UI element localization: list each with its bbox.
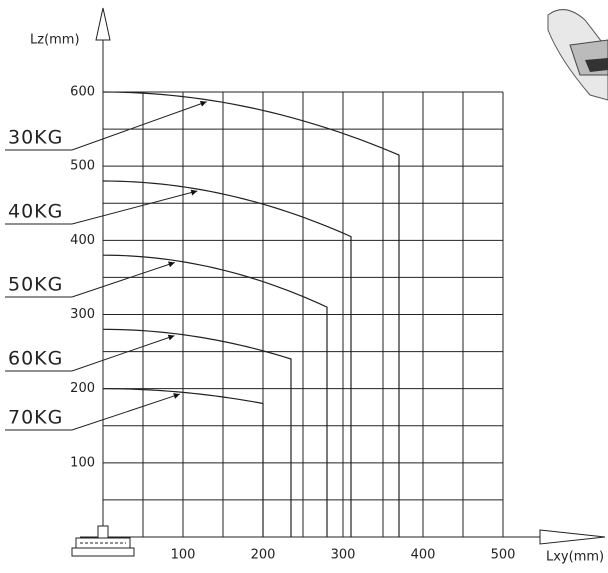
leader-arrow <box>71 100 207 151</box>
x-axis-label: Lxy(mm) <box>546 550 604 565</box>
x-axis-arrow <box>539 529 606 545</box>
x-tick-label: 400 <box>411 548 436 563</box>
leader-arrow <box>71 393 180 431</box>
y-tick-label: 500 <box>70 159 95 174</box>
x-tick-label: 500 <box>491 548 516 563</box>
load-curve <box>102 91 400 537</box>
curve-label: 60KG <box>8 348 63 370</box>
load-curve <box>102 328 292 537</box>
load-curve <box>102 254 328 537</box>
load-curve <box>102 180 352 537</box>
load-curve <box>102 388 264 537</box>
base-icon <box>71 525 135 557</box>
y-tick-label: 400 <box>70 233 95 248</box>
x-tick-label: 300 <box>331 548 356 563</box>
curve-label: 30KG <box>8 127 63 149</box>
curve-label: 70KG <box>8 407 63 429</box>
y-tick-label: 100 <box>70 455 95 470</box>
y-axis-arrow <box>95 7 111 41</box>
y-tick-label: 200 <box>70 381 95 396</box>
y-tick-label: 600 <box>70 85 95 100</box>
curve-label: 50KG <box>8 274 63 296</box>
y-tick-label: 300 <box>70 307 95 322</box>
robot-illustration <box>547 9 608 101</box>
x-tick-label: 200 <box>251 548 276 563</box>
y-axis-label: Lz(mm) <box>30 33 80 48</box>
leader-arrow <box>71 261 175 298</box>
leader-arrow <box>71 189 198 225</box>
curve-label: 40KG <box>8 201 63 223</box>
leader-arrow <box>71 334 175 372</box>
x-tick-label: 100 <box>171 548 196 563</box>
